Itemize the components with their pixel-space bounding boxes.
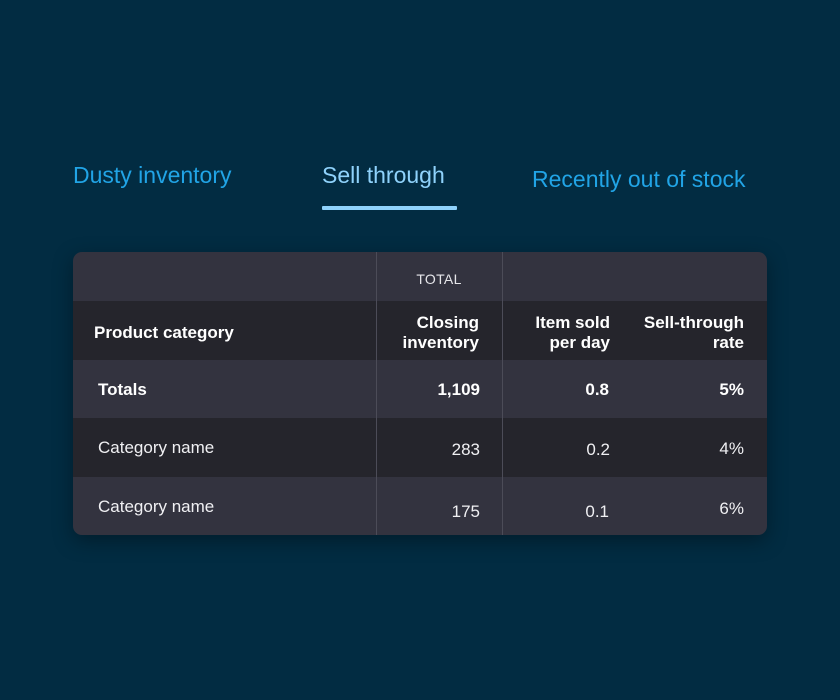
header-item-sold-per-day: Item sold per day (535, 313, 610, 353)
group-label-total: TOTAL (416, 271, 462, 287)
column-divider (376, 252, 377, 535)
sell-through-table: TOTAL Product category Closing inventory… (73, 252, 767, 535)
row-item-sold-per-day: 0.1 (585, 502, 609, 521)
header-closing-line1: Closing (416, 313, 479, 332)
header-closing-inventory: Closing inventory (402, 313, 479, 353)
tab-dusty-inventory[interactable]: Dusty inventory (73, 162, 232, 188)
totals-closing-inventory: 1,109 (437, 380, 480, 399)
header-closing-line2: inventory (402, 333, 479, 352)
row-category-name: Category name (98, 438, 215, 457)
column-divider (502, 252, 503, 535)
table-row (73, 418, 767, 477)
header-product-category: Product category (94, 323, 234, 342)
active-tab-indicator (322, 206, 457, 210)
totals-sell-through-rate: 5% (719, 380, 744, 399)
table-row (73, 477, 767, 535)
row-sell-through-rate: 4% (719, 439, 744, 458)
tab-recently-out-of-stock[interactable]: Recently out of stock (532, 166, 746, 192)
row-item-sold-per-day: 0.2 (586, 440, 610, 459)
table-group-header-row (73, 252, 767, 301)
row-closing-inventory: 175 (451, 502, 480, 521)
totals-label: Totals (98, 380, 147, 399)
totals-item-sold-per-day: 0.8 (585, 380, 609, 399)
row-category-name: Category name (98, 497, 215, 516)
header-sold-line2: per day (549, 333, 610, 352)
row-closing-inventory: 283 (451, 440, 480, 459)
header-rate-line1: Sell-through (643, 313, 744, 332)
tab-sell-through[interactable]: Sell through (322, 162, 445, 188)
table-header-row (73, 301, 767, 360)
header-sell-through-rate: Sell-through rate (644, 313, 744, 353)
header-sold-line1: Item sold (535, 313, 610, 332)
row-sell-through-rate: 6% (719, 499, 744, 518)
header-rate-line2: rate (712, 333, 744, 352)
table-totals-row (73, 360, 767, 418)
